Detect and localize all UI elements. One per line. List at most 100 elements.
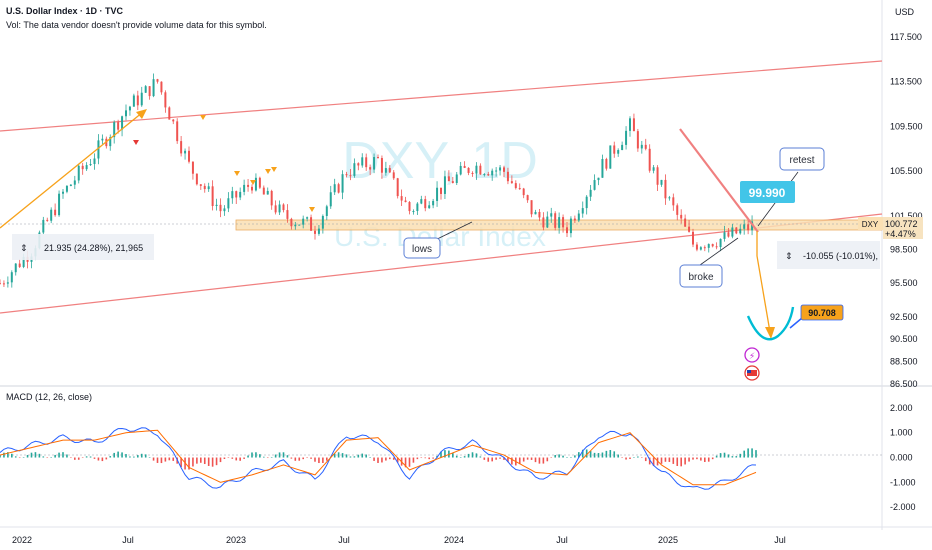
retest-callout[interactable] bbox=[779, 147, 825, 171]
signal-line[interactable] bbox=[0, 429, 757, 486]
broke-callout[interactable] bbox=[679, 264, 723, 288]
candle-body bbox=[310, 217, 313, 231]
target-box[interactable] bbox=[800, 304, 844, 321]
macd-histogram-bar bbox=[251, 452, 253, 458]
macd-histogram-bar bbox=[306, 457, 308, 459]
macd-histogram-bar bbox=[625, 457, 627, 460]
candle-body bbox=[538, 211, 541, 218]
lows-label: lows bbox=[412, 244, 432, 255]
candle-body bbox=[341, 174, 344, 193]
candle-body bbox=[621, 144, 624, 151]
macd-axis[interactable]: 2.000 1.000 0.000 -1.000 -2.000 bbox=[890, 403, 916, 512]
candle-body bbox=[274, 205, 277, 213]
candle-body bbox=[251, 186, 253, 191]
price-axis[interactable]: 117.500 113.500 109.500 105.500 101.500 98.50… bbox=[890, 32, 923, 389]
macd-histogram-bar bbox=[704, 457, 706, 462]
candle-body bbox=[180, 141, 183, 154]
candle-body bbox=[258, 177, 261, 188]
macd-histogram-bar bbox=[121, 452, 123, 458]
channel-upper-line[interactable] bbox=[0, 60, 883, 132]
macd-histogram-bar bbox=[700, 457, 702, 461]
level-box[interactable] bbox=[740, 181, 795, 203]
macd-histogram-bar bbox=[755, 450, 757, 458]
candle-body bbox=[664, 179, 667, 199]
candle-body bbox=[373, 157, 376, 170]
drop-measure-box[interactable] bbox=[777, 241, 880, 269]
candle-body bbox=[6, 282, 9, 284]
rise-arrow[interactable] bbox=[0, 111, 144, 229]
candle-body bbox=[735, 227, 738, 234]
time-axis[interactable]: 2022 Jul 2023 Jul 2024 Jul 2025 Jul bbox=[12, 535, 786, 545]
macd-line[interactable] bbox=[0, 427, 757, 490]
candle-body bbox=[199, 184, 202, 186]
candle-body bbox=[692, 231, 694, 245]
macd-histogram-bar bbox=[511, 457, 513, 465]
symbol-tag-label: DXY bbox=[862, 220, 879, 229]
macd-histogram-bar bbox=[81, 457, 84, 459]
last-price-tag bbox=[883, 217, 923, 239]
candle-body bbox=[609, 145, 612, 169]
target-pointer bbox=[789, 317, 803, 329]
candle-body bbox=[77, 165, 80, 181]
macd-histogram-bar bbox=[424, 457, 427, 459]
macd-histogram-bar bbox=[322, 457, 324, 463]
macd-histogram-bar bbox=[676, 457, 679, 466]
macd-indicator-label[interactable]: MACD (12, 26, close) bbox=[6, 392, 93, 402]
rise-measure-box[interactable] bbox=[12, 234, 154, 260]
macd-histogram-bar bbox=[196, 457, 198, 464]
macd-histogram-bar bbox=[475, 453, 478, 458]
macd-histogram-bar bbox=[140, 453, 143, 458]
macd-histogram-bar bbox=[192, 457, 194, 467]
candle-body bbox=[353, 163, 356, 176]
macd-histogram-bar bbox=[471, 452, 474, 458]
price-tick-label: 113.500 bbox=[890, 77, 922, 87]
bounce-curve[interactable] bbox=[746, 306, 795, 341]
macd-histogram-bar bbox=[751, 448, 753, 458]
candle-body bbox=[148, 86, 151, 97]
candle-body bbox=[369, 167, 372, 170]
candle-body bbox=[613, 145, 616, 154]
currency-label[interactable]: USD bbox=[894, 7, 914, 17]
macd-histogram-bar bbox=[408, 457, 411, 467]
flag-canton bbox=[747, 370, 751, 373]
macd-histogram-bar bbox=[282, 452, 285, 458]
candle-body bbox=[231, 191, 234, 199]
candle-body bbox=[113, 122, 116, 138]
candle-body bbox=[699, 247, 702, 250]
candle-body bbox=[215, 204, 218, 207]
candle-body bbox=[14, 263, 17, 273]
candle-body bbox=[89, 164, 92, 166]
candle-body bbox=[684, 218, 687, 227]
channel-lower-line[interactable] bbox=[0, 213, 883, 314]
macd-histogram-bar bbox=[333, 453, 336, 458]
candle-body bbox=[581, 208, 584, 214]
signal-marker bbox=[234, 171, 240, 176]
downtrend-line[interactable] bbox=[679, 128, 759, 233]
macd-histogram-bar bbox=[30, 452, 33, 458]
macd-histogram-bar bbox=[239, 457, 241, 461]
lightning-event-icon[interactable] bbox=[744, 347, 760, 363]
signal-marker bbox=[265, 169, 271, 174]
macd-histogram-bar bbox=[50, 457, 52, 458]
macd-histogram-bar bbox=[164, 457, 167, 462]
macd-histogram-bar bbox=[66, 454, 68, 458]
macd-histogram-bar bbox=[231, 457, 234, 459]
lows-callout[interactable] bbox=[403, 237, 441, 259]
candle-body bbox=[101, 138, 104, 141]
candle-body bbox=[601, 158, 604, 178]
candle-body bbox=[688, 226, 691, 232]
candle-body bbox=[219, 204, 222, 212]
signal-marker bbox=[200, 115, 206, 120]
candle-body bbox=[660, 179, 663, 185]
candle-body bbox=[542, 217, 545, 228]
signal-markers bbox=[133, 115, 315, 212]
price-tick-label: 86.500 bbox=[890, 379, 918, 389]
candle-body bbox=[239, 191, 242, 198]
candle-body bbox=[440, 187, 442, 194]
candle-body bbox=[487, 174, 490, 176]
macd-histogram-bar bbox=[133, 456, 135, 458]
candle-body bbox=[534, 211, 537, 215]
rise-arrow-head bbox=[136, 109, 147, 119]
drop-arrow[interactable] bbox=[756, 231, 771, 333]
